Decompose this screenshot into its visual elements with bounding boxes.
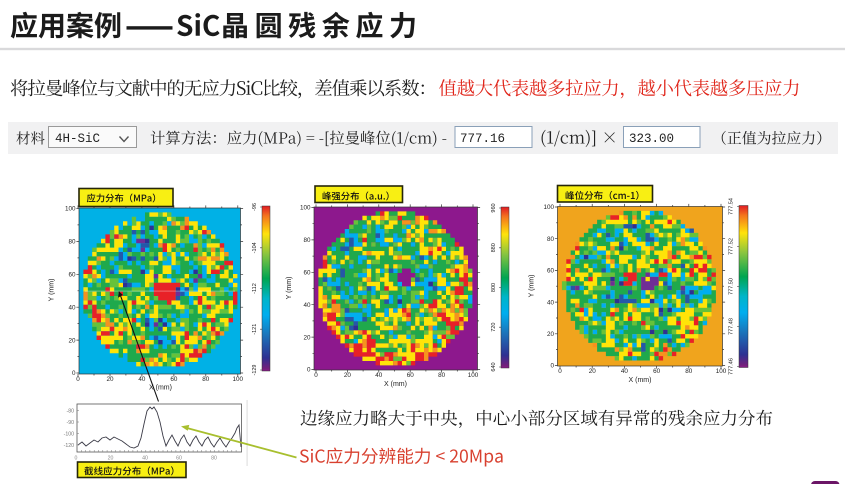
- svg-text:-96: -96: [252, 203, 258, 211]
- svg-text:Y (mm): Y (mm): [49, 279, 56, 302]
- svg-text:20: 20: [344, 372, 352, 379]
- svg-text:40: 40: [142, 456, 148, 462]
- svg-text:-90: -90: [67, 420, 75, 426]
- svg-text:777.52: 777.52: [729, 238, 735, 255]
- svg-text:40: 40: [621, 368, 629, 375]
- svg-text:100: 100: [468, 372, 479, 379]
- svg-text:100: 100: [233, 376, 244, 383]
- svg-text:4H-SiC: 4H-SiC: [55, 132, 100, 146]
- svg-text:777.50: 777.50: [729, 278, 735, 295]
- svg-text:60: 60: [176, 456, 182, 462]
- svg-text:40: 40: [68, 304, 76, 311]
- svg-text:323.00: 323.00: [629, 132, 674, 146]
- svg-text:Y (mm): Y (mm): [529, 275, 536, 298]
- svg-text:0: 0: [72, 370, 76, 377]
- svg-text:100: 100: [543, 204, 554, 211]
- svg-text:80: 80: [68, 239, 76, 246]
- svg-text:20: 20: [108, 456, 114, 462]
- svg-text:100: 100: [716, 368, 727, 375]
- svg-text:80: 80: [547, 236, 555, 243]
- svg-text:-129: -129: [252, 364, 258, 375]
- svg-text:777.48: 777.48: [729, 318, 735, 335]
- svg-text:X (mm): X (mm): [149, 385, 172, 392]
- svg-text:960: 960: [491, 203, 497, 212]
- svg-text:60: 60: [653, 368, 661, 375]
- svg-text:0: 0: [314, 372, 318, 379]
- svg-text:777.16: 777.16: [460, 132, 505, 146]
- svg-text:60: 60: [170, 376, 178, 383]
- svg-text:60: 60: [303, 270, 311, 277]
- svg-text:40: 40: [138, 376, 146, 383]
- svg-text:0: 0: [75, 456, 78, 462]
- svg-text:0: 0: [307, 367, 311, 374]
- svg-text:-80: -80: [67, 408, 75, 414]
- svg-text:0: 0: [550, 363, 554, 370]
- svg-text:100: 100: [300, 205, 311, 212]
- svg-text:20: 20: [303, 334, 311, 341]
- svg-text:-104: -104: [252, 242, 258, 253]
- svg-text:0: 0: [76, 376, 80, 383]
- svg-text:0: 0: [558, 368, 562, 375]
- svg-text:20: 20: [589, 368, 597, 375]
- svg-text:80: 80: [685, 368, 693, 375]
- svg-text:-120: -120: [64, 443, 74, 449]
- svg-text:80: 80: [303, 237, 311, 244]
- svg-text:777.54: 777.54: [729, 198, 735, 215]
- svg-text:60: 60: [407, 372, 415, 379]
- svg-text:Y (mm): Y (mm): [286, 277, 293, 300]
- svg-text:20: 20: [106, 376, 114, 383]
- svg-text:60: 60: [68, 272, 76, 279]
- svg-text:20: 20: [68, 337, 76, 344]
- svg-text:777.46: 777.46: [729, 358, 735, 375]
- svg-text:40: 40: [303, 302, 311, 309]
- svg-text:640: 640: [491, 362, 497, 371]
- svg-text:40: 40: [547, 299, 555, 306]
- svg-text:100: 100: [65, 206, 76, 213]
- svg-text:720: 720: [491, 323, 497, 332]
- svg-text:X (mm): X (mm): [384, 381, 407, 388]
- svg-text:-100: -100: [64, 431, 74, 437]
- svg-text:60: 60: [547, 268, 555, 275]
- svg-text:40: 40: [375, 372, 383, 379]
- svg-text:-112: -112: [252, 283, 258, 294]
- svg-text:80: 80: [211, 456, 217, 462]
- svg-text:X (mm): X (mm): [629, 377, 652, 384]
- svg-text:20: 20: [547, 331, 555, 338]
- svg-text:80: 80: [438, 372, 446, 379]
- svg-text:800: 800: [491, 283, 497, 292]
- svg-text:-121: -121: [252, 324, 258, 335]
- svg-text:880: 880: [491, 243, 497, 252]
- svg-text:80: 80: [202, 376, 210, 383]
